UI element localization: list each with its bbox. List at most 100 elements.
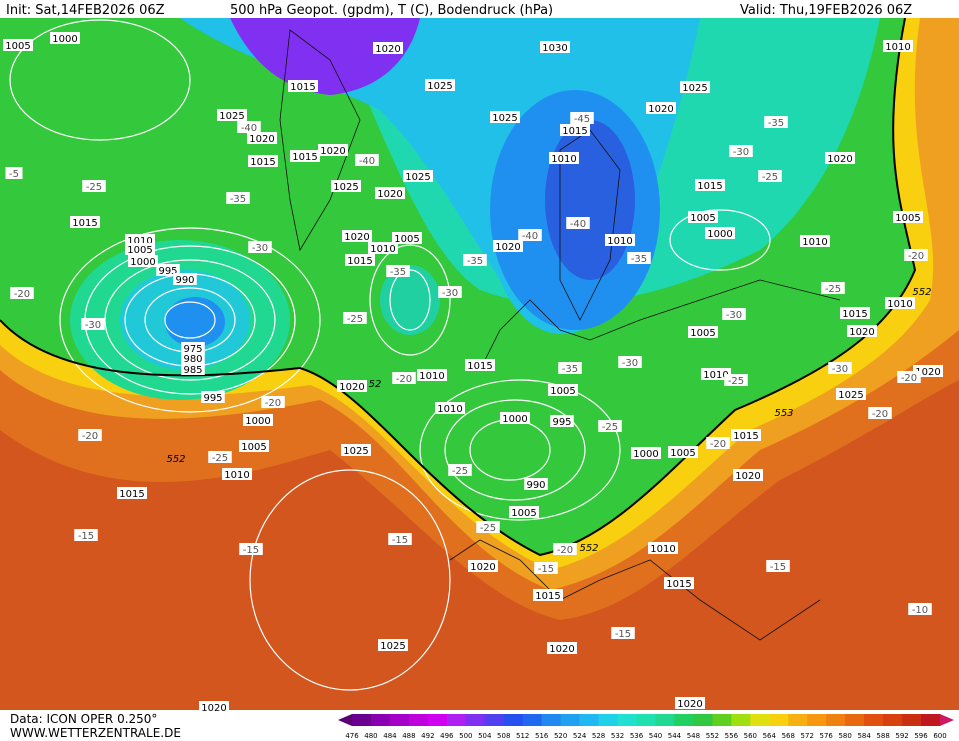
isobar-label-box <box>547 642 577 654</box>
isobar-label: 1020 <box>320 146 345 157</box>
isobar-label-box <box>375 187 405 199</box>
site: WWW.WETTERZENTRALE.DE <box>10 726 181 740</box>
isobar-label-box <box>733 469 763 481</box>
isobar-label: 1010 <box>802 237 827 248</box>
isobar-label-box <box>342 230 372 242</box>
legend-swatch <box>389 714 410 726</box>
temperature-label: -35 <box>390 267 406 278</box>
isobar-label-box <box>247 132 277 144</box>
legend-label: 588 <box>876 732 889 740</box>
temperature-label: -25 <box>728 376 744 387</box>
temperature-label-box <box>706 437 730 449</box>
line-552 <box>0 18 917 557</box>
legend-swatch <box>712 714 732 726</box>
isobar-label: 1020 <box>470 562 495 573</box>
isobar-label: 1015 <box>697 181 722 192</box>
isobar-label: 1000 <box>502 414 527 425</box>
isobar-label-box <box>847 325 877 337</box>
temperature-label-box <box>10 287 34 299</box>
temperature-label-box <box>897 371 921 383</box>
legend-swatch <box>845 714 865 726</box>
isobar-label-box <box>117 487 147 499</box>
legend-label: 500 <box>459 732 472 740</box>
isobar-label: 1010 <box>419 371 444 382</box>
legend-label: 560 <box>744 732 757 740</box>
temperature-label: -15 <box>78 531 94 542</box>
isobar-label: 1005 <box>550 386 575 397</box>
isobar-label-box <box>345 254 375 266</box>
map-title: 500 hPa Geopot. (gpdm), T (C), Bodendruc… <box>230 3 553 18</box>
height-label: 552 <box>166 454 185 465</box>
temperature-label-box <box>758 170 782 182</box>
temperature-label-box <box>904 249 928 261</box>
legend-label: 508 <box>497 732 510 740</box>
legend-label: 492 <box>421 732 434 740</box>
legend-label: 540 <box>649 732 662 740</box>
isobar-label-box <box>731 429 761 441</box>
isobar-label: 1020 <box>377 189 402 200</box>
legend-label: 568 <box>782 732 795 740</box>
isobar-label-box <box>646 102 676 114</box>
isobar-label: 1015 <box>347 256 372 267</box>
temperature-label: -25 <box>347 314 363 325</box>
isobar-label: 1010 <box>887 299 912 310</box>
legend-label: 600 <box>933 732 946 740</box>
temperature-label: -30 <box>85 320 101 331</box>
isobar-label: 1020 <box>344 232 369 243</box>
isobar-label-box <box>337 380 367 392</box>
temperature-label-box <box>448 464 472 476</box>
isobar-label-box <box>631 447 661 459</box>
temperature-label-box <box>355 154 379 166</box>
isobar-label-box <box>493 240 523 252</box>
legend-swatch <box>807 714 827 726</box>
isobar-label-box <box>181 352 205 364</box>
legend-label: 496 <box>440 732 454 740</box>
data-source: Data: ICON OPER 0.250° <box>10 712 157 726</box>
legend-label: 488 <box>402 732 415 740</box>
temperature-label-box <box>343 312 367 324</box>
isobar-label-box <box>560 124 590 136</box>
isobar-label-box <box>695 179 725 191</box>
temperature-label-box <box>534 562 558 574</box>
temperature-label: -20 <box>710 439 726 450</box>
isobar-label-box <box>680 81 710 93</box>
isobar-label-box <box>540 41 570 53</box>
height-label: 553 <box>774 408 793 419</box>
temperature-label-box <box>611 627 635 639</box>
legend-label: 528 <box>592 732 605 740</box>
temperature-label-box <box>248 241 272 253</box>
temperature-label-box <box>78 429 102 441</box>
isobar-label: 1025 <box>405 172 430 183</box>
height-label: 552 <box>579 543 598 554</box>
temperature-label: -30 <box>726 310 742 321</box>
isobar-label: 975 <box>183 344 202 355</box>
isobar-label: 1010 <box>885 42 910 53</box>
isobar-label: 1005 <box>5 41 30 52</box>
legend-swatch <box>484 714 505 726</box>
isobar-label: 1010 <box>607 236 632 247</box>
isobar-label: 1015 <box>467 361 492 372</box>
isobar-label: 1025 <box>333 182 358 193</box>
isobar-label: 1025 <box>427 81 452 92</box>
temperature-label-box <box>618 356 642 368</box>
legend-label: 480 <box>364 732 377 740</box>
isobar-label-box <box>50 32 80 44</box>
temperature-label-box <box>729 145 753 157</box>
temperature-label: -40 <box>359 156 375 167</box>
temperature-label: -10 <box>912 605 928 616</box>
temperature-label-box <box>558 362 582 374</box>
legend-swatch <box>750 714 770 726</box>
legend-label: 504 <box>478 732 492 740</box>
isobar-label: 1005 <box>241 442 266 453</box>
temperature-label-box <box>208 451 232 463</box>
legend-swatch <box>674 714 694 726</box>
isobar-label: 990 <box>175 275 194 286</box>
temperature-label-box <box>821 282 845 294</box>
temperature-label: -20 <box>265 398 281 409</box>
legend-swatch <box>598 714 619 726</box>
temperature-label-box <box>239 543 263 555</box>
legend-swatch <box>541 714 562 726</box>
temperature-label: -25 <box>602 422 618 433</box>
temperature-label-box <box>828 362 852 374</box>
